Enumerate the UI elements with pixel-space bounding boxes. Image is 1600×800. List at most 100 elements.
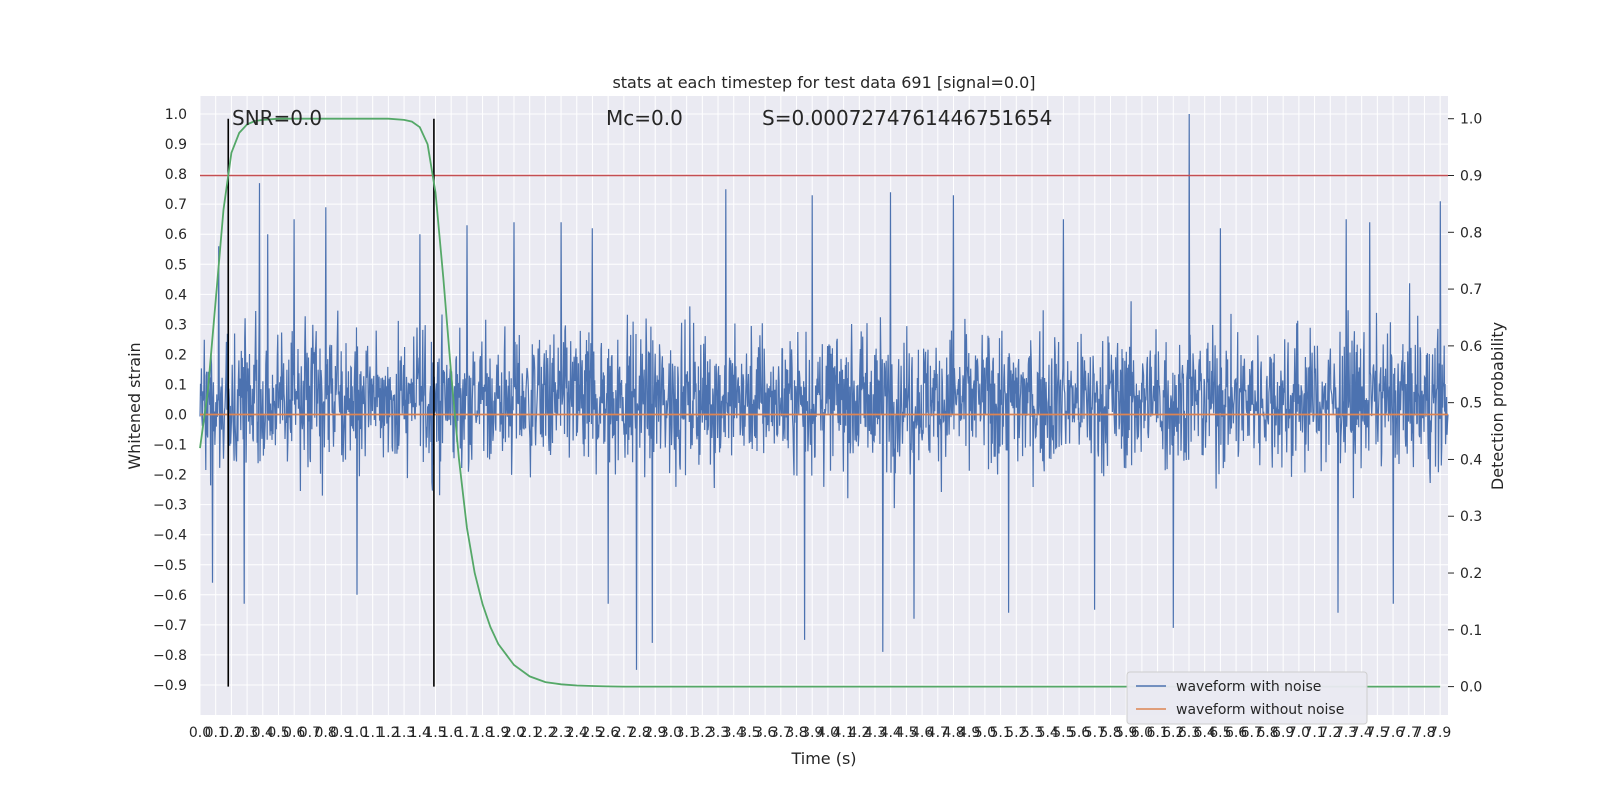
x-tick-label: 4.5 <box>895 725 917 741</box>
x-tick-label: 4.6 <box>911 725 933 741</box>
x-tick-label: 0.7 <box>299 725 321 741</box>
legend-box <box>1126 671 1368 725</box>
y-tick-label: 1.0 <box>165 107 187 123</box>
x-tick-label: 0.5 <box>267 725 289 741</box>
y2-tick-label: 0.8 <box>1460 225 1482 241</box>
x-tick-label: 3.7 <box>770 725 792 741</box>
y-axis-label: Whitened strain <box>125 342 144 469</box>
x-tick-label: 5.4 <box>1037 725 1059 741</box>
y-tick-label: −0.5 <box>153 558 187 574</box>
x-tick-label: 6.5 <box>1209 725 1231 741</box>
x-tick-label: 0.0 <box>189 725 211 741</box>
series-waveform-with-noise <box>199 113 1449 670</box>
y2-tick-label: 0.0 <box>1460 680 1482 696</box>
y2-tick-label: 0.3 <box>1460 509 1482 525</box>
x-tick-label: 6.3 <box>1178 725 1200 741</box>
x-tick-label: 4.3 <box>864 725 886 741</box>
x-tick-label: 6.0 <box>1131 725 1153 741</box>
x-tick-label: 4.9 <box>958 725 980 741</box>
x-tick-label: 2.6 <box>597 725 619 741</box>
x-tick-label: 1.7 <box>456 725 478 741</box>
y2-tick-label: 0.6 <box>1460 339 1482 355</box>
y-tick-label: −0.9 <box>153 678 187 694</box>
annotation-snr: SNR=0.0 <box>232 106 322 130</box>
x-tick-label: 6.9 <box>1272 725 1294 741</box>
chart-title: stats at each timestep for test data 691… <box>612 73 1035 92</box>
x-tick-label: 7.7 <box>1398 725 1420 741</box>
y-tick-label: 0.6 <box>165 227 187 243</box>
y2-tick-label: 1.0 <box>1460 112 1482 128</box>
y2-tick-label: 0.5 <box>1460 396 1482 412</box>
y-tick-label: −0.4 <box>153 528 187 544</box>
x-tick-label: 7.6 <box>1382 725 1404 741</box>
x-tick-label: 1.2 <box>377 725 399 741</box>
y2-tick-label: 0.7 <box>1460 282 1482 298</box>
x-tick-label: 5.2 <box>1005 725 1027 741</box>
y-axis-ticks: −0.9 −0.8 −0.7 −0.6 −0.5 −0.4 −0.3 −0.2 −0.1 0.0 0… <box>153 107 187 694</box>
y2-axis-ticks: 0.0 0.1 0.2 0.3 0.4 0.5 0.6 0.7 0.8 0.9 1.0 <box>1448 112 1482 696</box>
x-tick-label: 5.3 <box>1021 725 1043 741</box>
y-tick-label: −0.1 <box>153 438 187 454</box>
x-tick-label: 7.8 <box>1413 725 1435 741</box>
x-tick-label: 0.4 <box>252 725 274 741</box>
x-axis-ticks: 0.00.10.20.30.40.50.60.70.80.91.01.11.21… <box>189 725 1451 741</box>
x-tick-label: 5.0 <box>974 725 996 741</box>
x-tick-label: 3.4 <box>723 725 745 741</box>
x-tick-label: 2.9 <box>644 725 666 741</box>
annotation-mc: Mc=0.0 <box>606 106 683 130</box>
x-tick-label: 2.3 <box>550 725 572 741</box>
y-tick-label: −0.7 <box>153 618 187 634</box>
y-tick-label: 0.7 <box>165 197 187 213</box>
y2-tick-label: 0.2 <box>1460 566 1482 582</box>
x-tick-label: 3.0 <box>660 725 682 741</box>
y-tick-label: −0.8 <box>153 648 187 664</box>
legend-label-noise: waveform with noise <box>1176 679 1321 695</box>
x-tick-label: 2.1 <box>519 725 541 741</box>
x-axis-label: Time (s) <box>790 749 856 768</box>
x-tick-label: 7.3 <box>1335 725 1357 741</box>
x-tick-label: 0.6 <box>283 725 305 741</box>
x-tick-label: 2.8 <box>628 725 650 741</box>
y2-tick-label: 0.4 <box>1460 452 1482 468</box>
x-tick-label: 4.1 <box>832 725 854 741</box>
y-tick-label: −0.3 <box>153 498 187 514</box>
x-tick-label: 5.8 <box>1099 725 1121 741</box>
legend: waveform with noise waveform without noi… <box>1126 671 1368 725</box>
x-tick-label: 2.5 <box>581 725 603 741</box>
y-tick-label: 0.5 <box>165 257 187 273</box>
x-tick-label: 7.5 <box>1366 725 1388 741</box>
y2-axis-label: Detection probability <box>1488 322 1507 490</box>
x-tick-label: 3.2 <box>691 725 713 741</box>
x-tick-label: 1.1 <box>362 725 384 741</box>
x-tick-label: 6.2 <box>1162 725 1184 741</box>
x-tick-label: 6.7 <box>1241 725 1263 741</box>
y-tick-label: 0.8 <box>165 167 187 183</box>
y-tick-label: 0.1 <box>165 377 187 393</box>
x-tick-label: 7.0 <box>1288 725 1310 741</box>
x-tick-label: 0.1 <box>205 725 227 741</box>
series-detection-probability <box>199 117 1441 688</box>
x-tick-label: 3.8 <box>785 725 807 741</box>
y-tick-label: −0.2 <box>153 468 187 484</box>
y-tick-label: 0.3 <box>165 317 187 333</box>
x-tick-label: 7.2 <box>1319 725 1341 741</box>
x-tick-label: 4.0 <box>817 725 839 741</box>
x-tick-label: 5.5 <box>1052 725 1074 741</box>
x-tick-label: 3.6 <box>754 725 776 741</box>
waveform-with-noise-line <box>199 113 1449 670</box>
y-tick-label: 0.9 <box>165 137 187 153</box>
x-tick-label: 4.4 <box>880 725 902 741</box>
y-tick-label: 0.0 <box>165 408 187 424</box>
x-tick-label: 1.0 <box>346 725 368 741</box>
y-tick-label: 0.2 <box>165 347 187 363</box>
x-tick-label: 1.6 <box>440 725 462 741</box>
y2-tick-label: 0.1 <box>1460 623 1482 639</box>
annotations: SNR=0.0 Mc=0.0 S=0.0007274761446751654 <box>232 106 1052 130</box>
x-tick-label: 0.2 <box>220 725 242 741</box>
x-tick-label: 3.3 <box>707 725 729 741</box>
x-tick-label: 1.5 <box>424 725 446 741</box>
x-tick-label: 3.5 <box>738 725 760 741</box>
x-tick-label: 7.9 <box>1429 725 1451 741</box>
x-tick-label: 0.8 <box>314 725 336 741</box>
